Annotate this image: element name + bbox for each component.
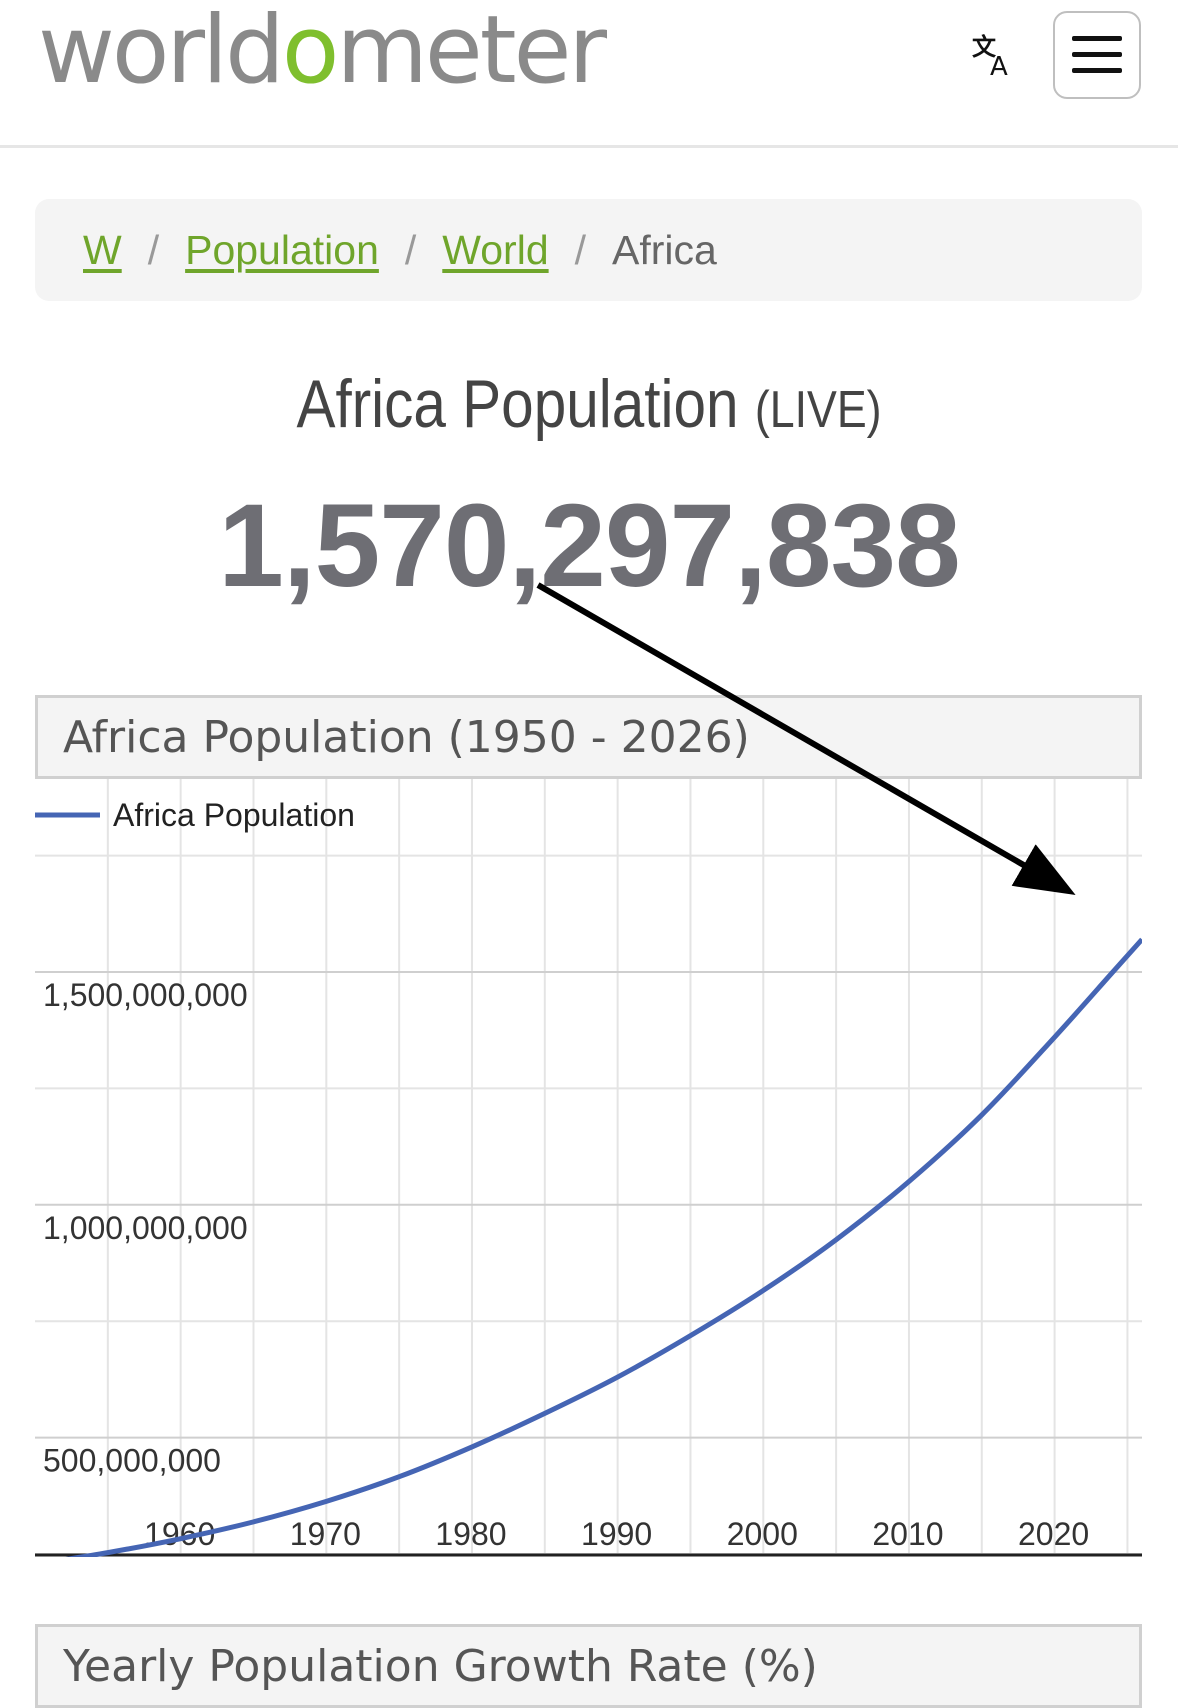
- breadcrumb: W / Population / World / Africa: [35, 199, 1142, 301]
- logo-accent-o: o: [281, 0, 339, 105]
- site-header: worldometer 文 A: [0, 0, 1178, 148]
- live-population-counter: 1,570,297,838: [218, 480, 961, 612]
- y-tick-label: 500,000,000: [43, 1443, 221, 1479]
- x-tick-label: 1990: [581, 1516, 652, 1552]
- svg-text:文: 文: [972, 33, 997, 61]
- worldometer-logo[interactable]: worldometer: [38, 4, 607, 98]
- x-tick-label: 2000: [727, 1516, 798, 1552]
- x-tick-label: 2020: [1018, 1516, 1089, 1552]
- logo-text-end: meter: [336, 0, 607, 105]
- x-tick-label: 1970: [290, 1516, 361, 1552]
- live-label: (LIVE): [754, 381, 882, 439]
- population-line-chart: 500,000,0001,000,000,0001,500,000,000196…: [35, 779, 1142, 1557]
- y-tick-label: 1,500,000,000: [43, 977, 248, 1013]
- breadcrumb-current-page: Africa: [612, 226, 717, 273]
- series-line-africa-population: [65, 937, 1142, 1557]
- breadcrumb-separator: /: [574, 226, 587, 273]
- y-tick-label: 1,000,000,000: [43, 1210, 248, 1246]
- growth-rate-title: Yearly Population Growth Rate (%): [63, 1640, 818, 1692]
- growth-rate-section-header: Yearly Population Growth Rate (%): [35, 1624, 1142, 1708]
- x-tick-label: 2010: [872, 1516, 943, 1552]
- breadcrumb-separator: /: [147, 226, 160, 273]
- breadcrumb-separator: /: [404, 226, 417, 273]
- hamburger-menu-icon[interactable]: [1053, 11, 1141, 99]
- svg-text:A: A: [990, 52, 1008, 79]
- breadcrumb-home-link[interactable]: W: [83, 226, 122, 273]
- page-title: Africa Population (LIVE): [82, 365, 1095, 443]
- page-title-text: Africa Population: [296, 366, 739, 442]
- legend-label: Africa Population: [113, 797, 355, 833]
- chart-title: Africa Population (1950 - 2026): [63, 711, 750, 763]
- breadcrumb-population-link[interactable]: Population: [185, 226, 379, 273]
- translate-icon[interactable]: 文 A: [962, 28, 1022, 82]
- x-tick-label: 1980: [435, 1516, 506, 1552]
- chart-section-header: Africa Population (1950 - 2026): [35, 695, 1142, 779]
- breadcrumb-world-link[interactable]: World: [442, 226, 549, 273]
- logo-text-start: world: [38, 0, 285, 105]
